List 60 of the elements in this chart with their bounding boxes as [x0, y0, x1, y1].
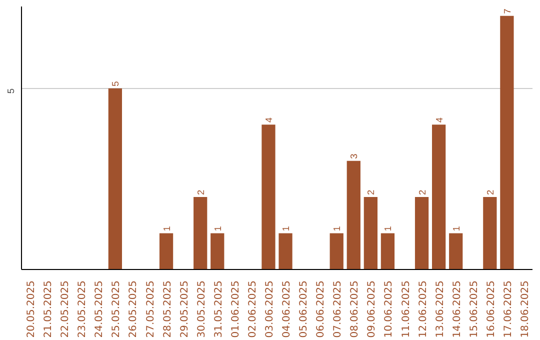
- bar: [330, 233, 344, 270]
- x-tick-label: 02.06.2025: [247, 280, 258, 338]
- x-tick-label: 29.05.2025: [179, 280, 190, 338]
- x-tick-label: 23.05.2025: [77, 280, 88, 338]
- data-label: 7: [502, 8, 512, 14]
- data-label: 3: [349, 154, 360, 159]
- x-tick-label: 01.06.2025: [230, 280, 242, 338]
- data-label: 2: [196, 190, 206, 196]
- x-tick-label: 11.06.2025: [400, 280, 412, 338]
- bar: [483, 197, 497, 270]
- x-tick-label: 03.06.2025: [264, 280, 276, 338]
- bar: [432, 124, 446, 270]
- data-label: 4: [434, 117, 444, 123]
- x-tick-label: 09.06.2025: [366, 280, 378, 338]
- x-tick-label: 28.05.2025: [162, 280, 174, 338]
- bar: [194, 197, 208, 270]
- data-label: 1: [162, 226, 172, 232]
- data-label: 5: [110, 81, 121, 86]
- x-tick-label: 25.05.2025: [111, 280, 122, 338]
- x-tick-label: 27.05.2025: [145, 280, 156, 338]
- x-tick-label: 21.05.2025: [43, 280, 54, 338]
- x-tick-label: 17.06.2025: [502, 280, 514, 338]
- bar: [449, 233, 463, 270]
- x-tick-label: 15.06.2025: [468, 280, 480, 338]
- bar: [500, 16, 514, 270]
- data-label: 2: [417, 190, 428, 196]
- x-tick-label: 07.06.2025: [332, 280, 344, 338]
- data-label: 1: [383, 226, 394, 232]
- x-tick-label: 22.05.2025: [60, 280, 72, 338]
- data-label: 2: [366, 190, 376, 196]
- bar: [414, 197, 429, 270]
- x-tick-label: 14.06.2025: [452, 280, 463, 338]
- bar: [278, 233, 292, 270]
- data-label: 2: [485, 190, 496, 196]
- x-tick-label: 18.06.2025: [520, 280, 531, 338]
- bar: [346, 160, 360, 270]
- x-tick-label: 13.06.2025: [434, 280, 446, 338]
- bar: [108, 88, 122, 270]
- bar: [262, 124, 276, 270]
- data-label: 1: [281, 226, 292, 232]
- x-tick-label: 05.06.2025: [298, 280, 310, 338]
- x-tick-label: 08.06.2025: [350, 280, 361, 338]
- data-label: 1: [332, 226, 342, 232]
- x-tick-label: 24.05.2025: [94, 280, 106, 338]
- x-tick-label: 20.05.2025: [26, 280, 38, 338]
- x-tick-label: 26.05.2025: [128, 280, 140, 338]
- x-tick-label: 31.05.2025: [213, 280, 224, 338]
- bar: [364, 197, 378, 270]
- bar: [159, 233, 174, 270]
- x-tick-label: 16.06.2025: [486, 280, 497, 338]
- data-label: 4: [264, 117, 274, 123]
- bar: [210, 233, 224, 270]
- data-label: 1: [212, 226, 223, 232]
- x-tick-label: 04.06.2025: [282, 280, 293, 338]
- x-tick-label: 12.06.2025: [418, 280, 429, 338]
- x-tick-label: 30.05.2025: [196, 280, 208, 338]
- bar: [380, 233, 395, 270]
- x-tick-label: 10.06.2025: [384, 280, 395, 338]
- data-label: 1: [451, 226, 462, 232]
- x-tick-label: 06.06.2025: [316, 280, 327, 338]
